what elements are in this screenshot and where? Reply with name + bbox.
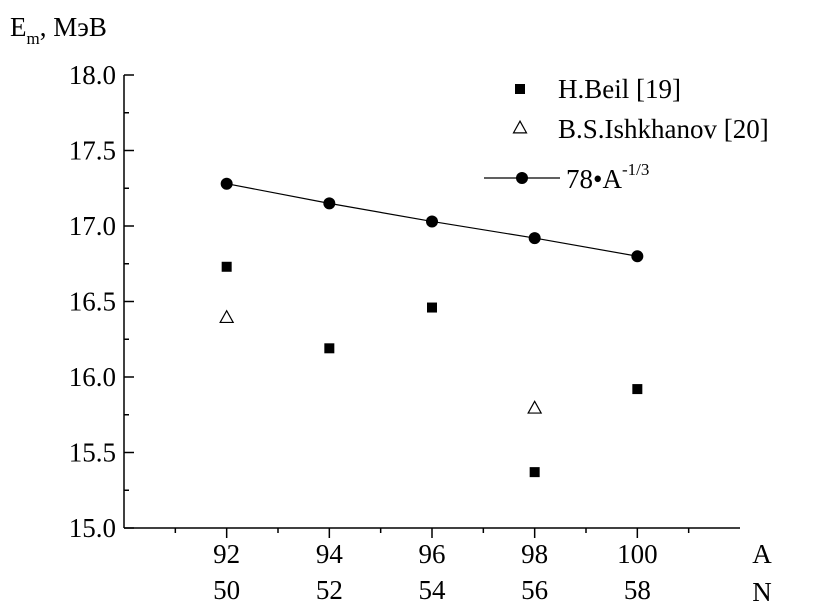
fit-point [220, 177, 233, 190]
y-tick-label: 16.5 [69, 287, 116, 317]
x-tick-label-a: 100 [617, 539, 658, 569]
fit-point [528, 232, 541, 245]
legend-label-ishkhanov: B.S.Ishkhanov [20] [558, 114, 769, 144]
x-tick-label-n: 50 [213, 575, 240, 605]
fit-point [426, 215, 438, 228]
legend-marker-fit [516, 172, 528, 184]
x-tick-label-a: 94 [316, 539, 344, 569]
plot-area [219, 177, 644, 478]
legend-label-fit-exponent: -1/3 [622, 160, 649, 179]
ticks [124, 74, 690, 538]
beil-point [632, 384, 643, 395]
tick-labels: 15.0 15.5 16.0 16.5 17.0 17.5 18.0 92 50 94 52 96 54… [69, 60, 658, 605]
y-axis-title-symbol: E [10, 12, 27, 42]
legend: H.Beil [19] B.S.Ishkhanov [20] 78•A-1/3 [484, 74, 769, 194]
beil-point [324, 343, 335, 354]
x-tick-label-a: 98 [521, 539, 548, 569]
x-axis-title-n: N [752, 577, 772, 607]
y-tick-label: 16.0 [69, 362, 116, 392]
ishkhanov-point [219, 309, 235, 324]
x-tick-label-a: 92 [213, 539, 240, 569]
legend-label-beil: H.Beil [19] [558, 74, 681, 104]
y-tick-label: 15.0 [69, 513, 116, 543]
fit-point [323, 197, 336, 210]
x-tick-label-n: 56 [521, 575, 548, 605]
y-tick-label: 18.0 [69, 60, 116, 90]
fit-point [631, 250, 644, 263]
y-axis-title: Em, МэВ [10, 12, 107, 48]
axis-titles: Em, МэВ AN [10, 12, 772, 607]
legend-marker-beil [515, 84, 525, 94]
beil-point [221, 261, 232, 272]
x-tick-label-n: 54 [419, 575, 447, 605]
y-tick-label: 17.0 [69, 211, 116, 241]
legend-marker-ishkhanov [512, 119, 528, 134]
x-tick-label-n: 52 [316, 575, 343, 605]
y-tick-label: 15.5 [69, 438, 116, 468]
x-tick-label-a: 96 [419, 539, 446, 569]
legend-label-fit-main: 78•A [566, 164, 622, 194]
y-axis-title-unit: , МэВ [40, 12, 107, 42]
beil-point [427, 302, 437, 313]
x-tick-label-n: 58 [624, 575, 651, 605]
ishkhanov-point [527, 400, 543, 414]
y-axis-title-subscript: m [27, 29, 40, 48]
x-axis-title-a: A [752, 539, 772, 569]
beil-point [529, 467, 540, 478]
y-tick-label: 17.5 [69, 136, 116, 166]
legend-label-fit: 78•A-1/3 [566, 160, 649, 194]
